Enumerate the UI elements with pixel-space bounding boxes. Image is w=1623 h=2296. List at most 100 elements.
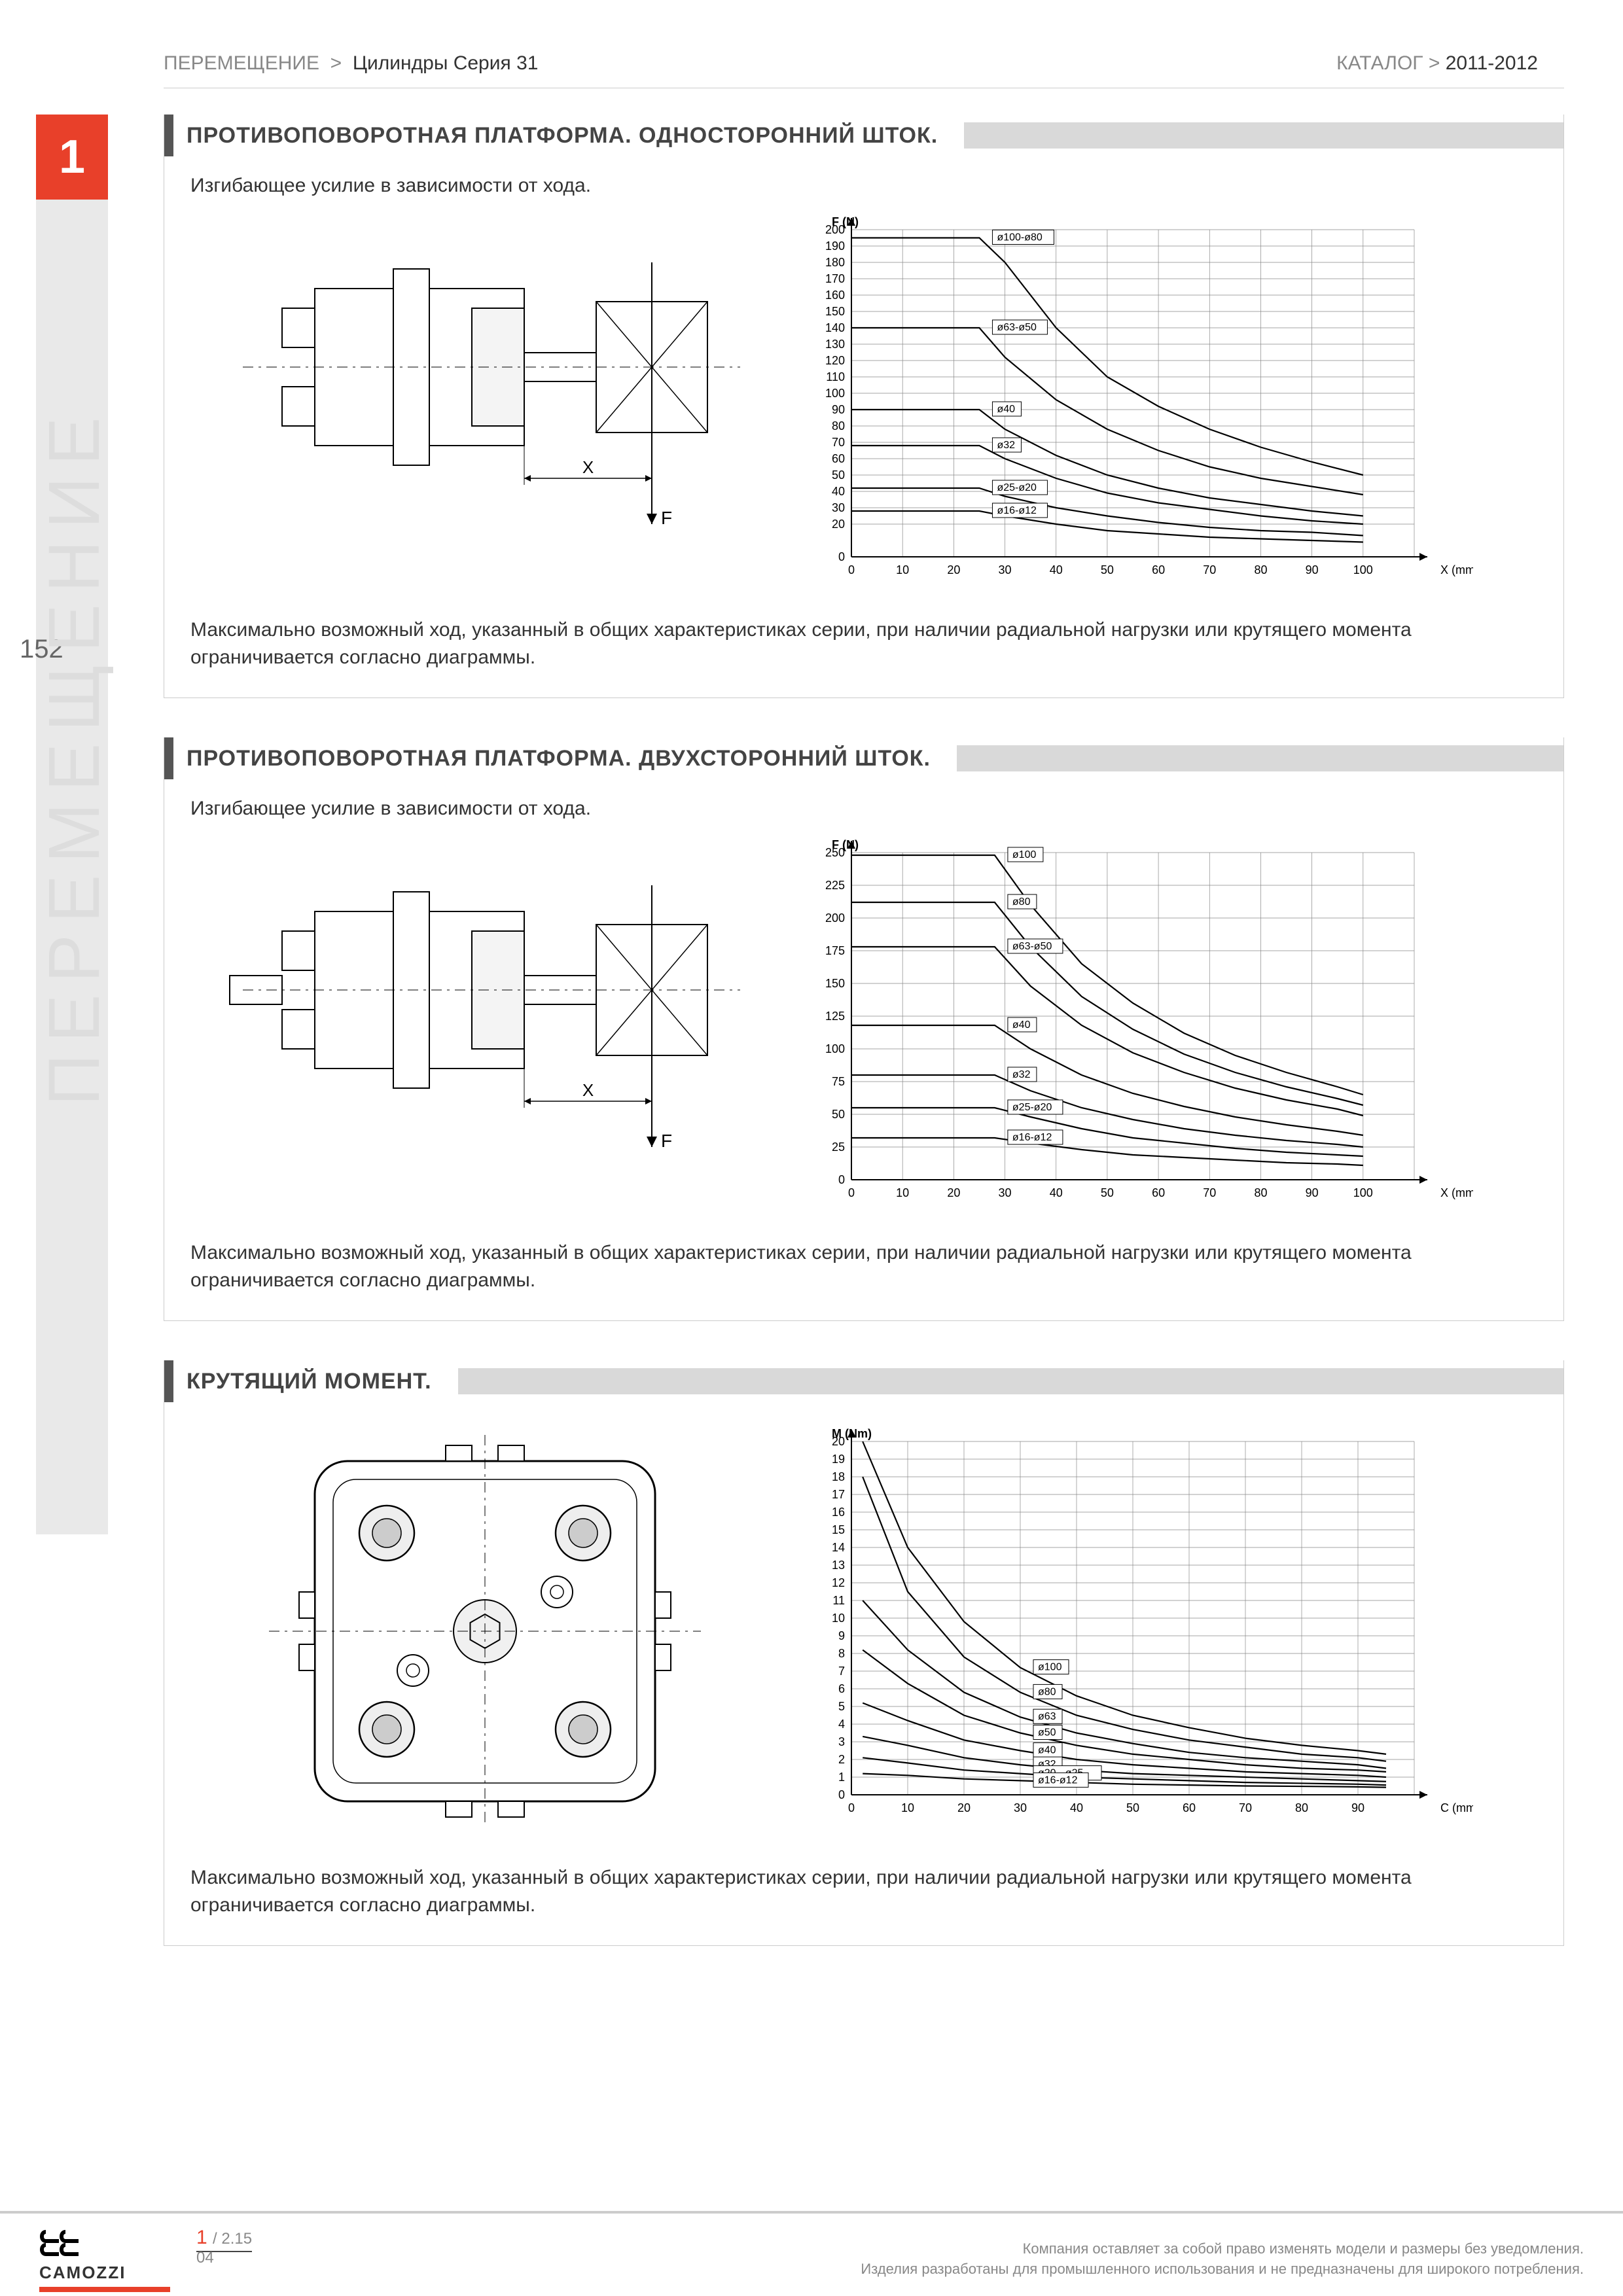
svg-text:100: 100 [1353,1186,1373,1199]
svg-text:0: 0 [838,1173,845,1186]
svg-text:40: 40 [832,485,845,498]
svg-text:0: 0 [838,1788,845,1801]
svg-text:50: 50 [1126,1801,1139,1814]
svg-text:10: 10 [896,1186,909,1199]
header-grey-fill [957,745,1563,771]
svg-text:90: 90 [1306,563,1319,576]
svg-text:11: 11 [832,1594,845,1607]
svg-text:ø32: ø32 [997,440,1015,451]
svg-text:10: 10 [832,1612,845,1625]
svg-text:8: 8 [838,1647,845,1660]
svg-text:9: 9 [838,1629,845,1642]
svg-text:X: X [582,1080,594,1100]
svg-text:X (mm): X (mm) [1440,1186,1473,1199]
svg-text:4: 4 [838,1718,845,1731]
chart-torque: 0102030405060708090012345678910111213141… [806,1422,1537,1831]
chart-single-rod: 0102030405060708090100020304050607080901… [806,210,1537,593]
breadcrumb-item: Цилиндры Серия 31 [353,52,539,74]
chart-double-rod: 0102030405060708090100025507510012515017… [806,833,1537,1216]
svg-text:ø80: ø80 [1012,896,1031,908]
svg-text:12: 12 [832,1576,845,1589]
svg-text:10: 10 [896,563,909,576]
section-note: Максимально возможный ход, указанный в о… [164,593,1563,678]
svg-text:F (N): F (N) [832,215,859,228]
svg-text:F: F [661,508,672,528]
svg-text:50: 50 [1101,1186,1114,1199]
svg-text:170: 170 [825,272,845,285]
svg-text:ø16-ø12: ø16-ø12 [1012,1132,1052,1143]
svg-text:1: 1 [838,1771,845,1784]
svg-text:30: 30 [1014,1801,1027,1814]
svg-text:60: 60 [832,452,845,465]
svg-text:30: 30 [999,1186,1012,1199]
svg-text:90: 90 [832,403,845,416]
svg-text:ø50: ø50 [1038,1727,1056,1739]
header-bar-icon [164,737,173,779]
svg-text:ø32: ø32 [1012,1069,1031,1080]
svg-text:ø40: ø40 [997,404,1015,415]
svg-text:0: 0 [848,1801,855,1814]
svg-text:20: 20 [947,563,960,576]
svg-text:150: 150 [825,977,845,990]
section-title: ПРОТИВОПОВОРОТНАЯ ПЛАТФОРМА. ОДНОСТОРОНН… [187,123,964,149]
svg-text:100: 100 [825,387,845,400]
svg-text:80: 80 [1295,1801,1308,1814]
svg-text:13: 13 [832,1559,845,1572]
svg-text:ø40: ø40 [1012,1019,1031,1031]
svg-text:40: 40 [1050,1186,1063,1199]
svg-text:ø16-ø12: ø16-ø12 [1038,1775,1078,1786]
catalog-label: КАТАЛОГ [1336,52,1423,74]
svg-text:20: 20 [832,518,845,531]
breadcrumb-sep: > [1429,52,1446,74]
section-note: Максимально возможный ход, указанный в о… [164,1841,1563,1926]
svg-text:100: 100 [825,1042,845,1055]
svg-text:5: 5 [838,1700,845,1713]
svg-text:50: 50 [1101,563,1114,576]
svg-text:80: 80 [1254,1186,1267,1199]
svg-text:18: 18 [832,1470,845,1483]
section-subtitle: Изгибающее усилие в зависимости от хода. [164,798,1563,833]
svg-text:25: 25 [832,1140,845,1154]
svg-text:140: 140 [825,321,845,334]
svg-text:ø25-ø20: ø25-ø20 [1012,1102,1052,1113]
svg-text:40: 40 [1050,563,1063,576]
svg-text:120: 120 [825,354,845,367]
svg-text:0: 0 [848,1186,855,1199]
svg-text:30: 30 [999,563,1012,576]
section-title: КРУТЯЩИЙ МОМЕНТ. [187,1369,458,1394]
svg-text:50: 50 [832,468,845,482]
svg-text:ø16-ø12: ø16-ø12 [997,505,1037,516]
svg-text:50: 50 [832,1108,845,1121]
svg-text:ø25-ø20: ø25-ø20 [997,482,1037,493]
diagram-single-rod: XF [190,210,779,563]
svg-text:ø100: ø100 [1038,1662,1062,1673]
svg-text:ø40: ø40 [1038,1745,1056,1756]
svg-text:160: 160 [825,289,845,302]
section-subtitle: Изгибающее усилие в зависимости от хода. [164,175,1563,210]
diagram-double-rod: XF [190,833,779,1186]
svg-text:40: 40 [1070,1801,1083,1814]
svg-text:X (mm): X (mm) [1440,563,1473,576]
svg-text:190: 190 [825,239,845,253]
svg-text:110: 110 [826,370,845,383]
svg-text:125: 125 [825,1010,845,1023]
svg-text:150: 150 [825,305,845,318]
svg-text:100: 100 [1353,563,1373,576]
svg-text:225: 225 [825,879,845,892]
svg-text:6: 6 [838,1682,845,1695]
header-grey-fill [458,1368,1563,1394]
section-tab: 1 [36,115,108,200]
svg-text:F (N): F (N) [832,838,859,851]
header-bar-icon [164,1360,173,1402]
svg-text:70: 70 [1239,1801,1252,1814]
svg-text:70: 70 [1203,563,1216,576]
svg-text:7: 7 [838,1665,845,1678]
svg-text:70: 70 [832,436,845,449]
svg-text:ø63-ø50: ø63-ø50 [997,322,1037,333]
svg-text:20: 20 [947,1186,960,1199]
svg-text:180: 180 [825,256,845,269]
section-double-rod: ПРОТИВОПОВОРОТНАЯ ПЛАТФОРМА. ДВУХСТОРОНН… [164,737,1564,1321]
breadcrumb: ПЕРЕМЕЩЕНИЕ > Цилиндры Серия 31 КАТАЛОГ … [164,52,1564,88]
section-single-rod: ПРОТИВОПОВОРОТНАЯ ПЛАТФОРМА. ОДНОСТОРОНН… [164,115,1564,698]
svg-text:19: 19 [832,1453,845,1466]
